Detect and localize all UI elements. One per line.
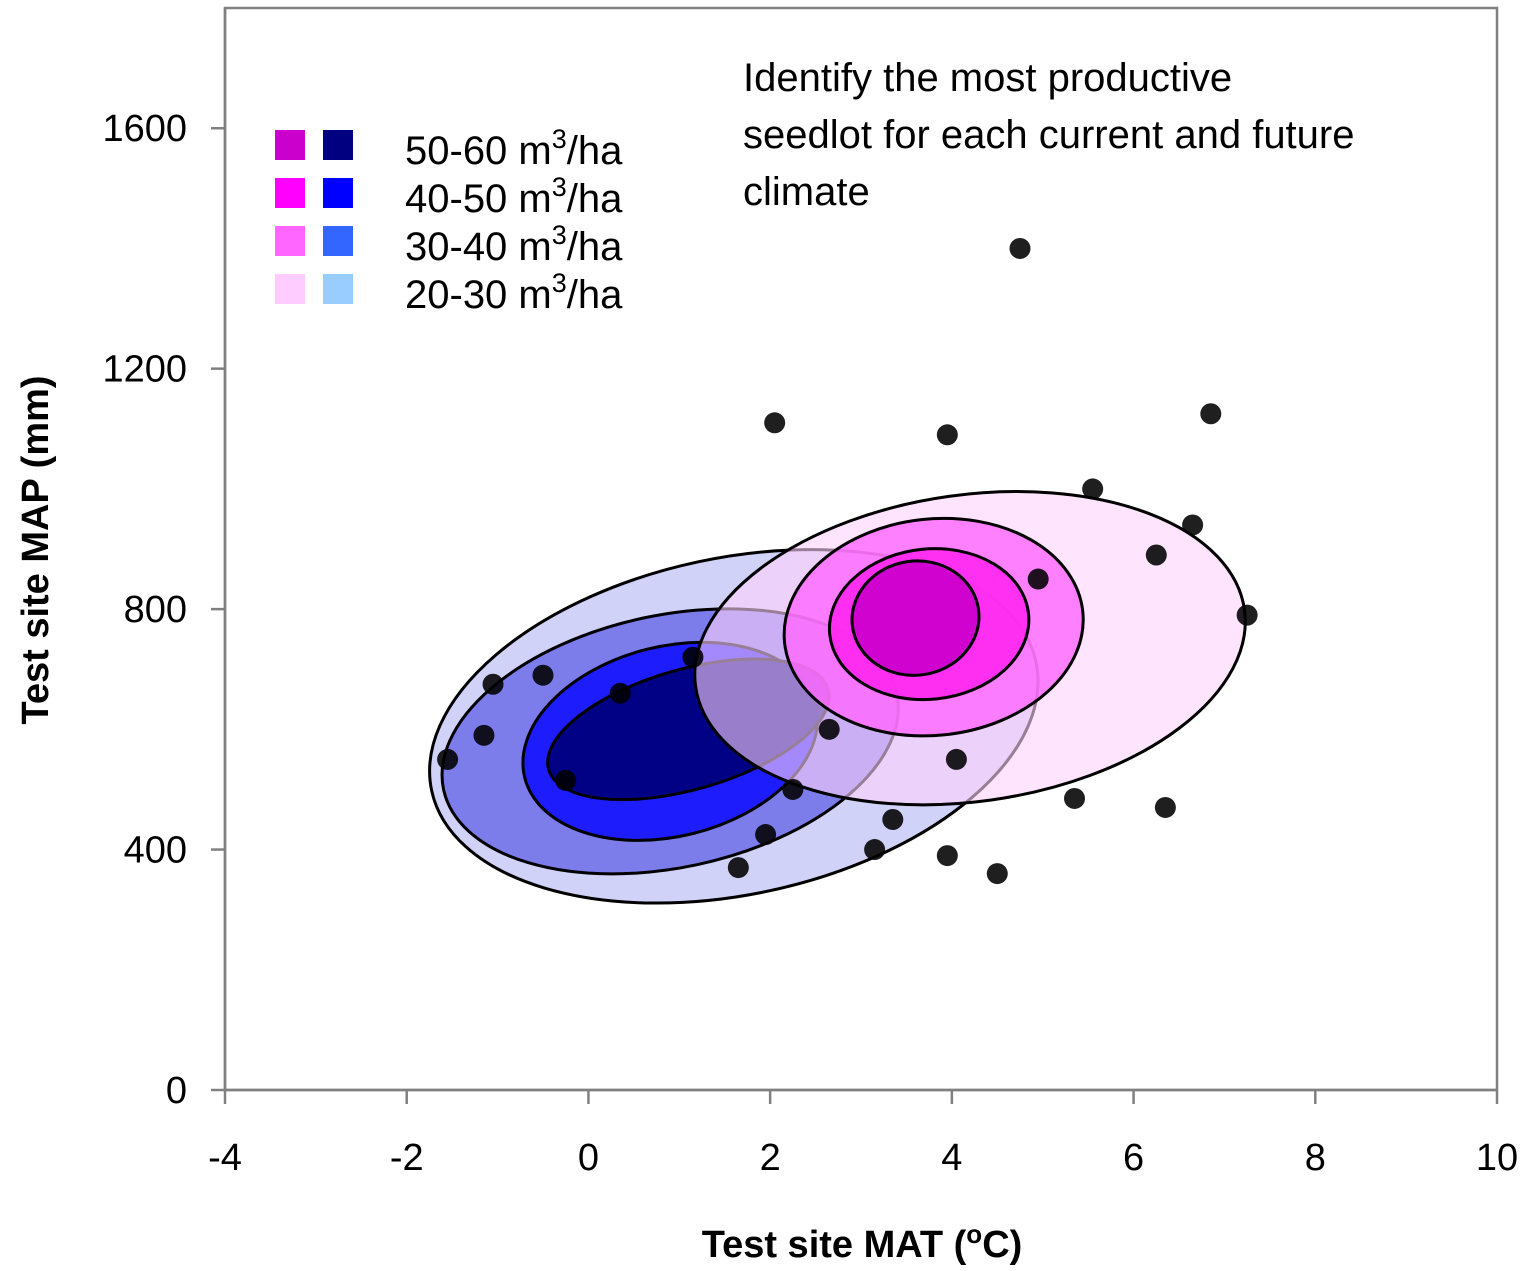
data-point bbox=[1236, 604, 1258, 626]
data-point bbox=[818, 718, 840, 740]
x-tick-label: -4 bbox=[208, 1137, 242, 1179]
axes-layer: -4 -2 0 2 4 6 8 10 0 400 800 1200 1600 bbox=[102, 8, 1518, 1179]
data-point bbox=[555, 769, 577, 791]
points-layer bbox=[437, 237, 1258, 885]
y-tick-label: 800 bbox=[124, 589, 187, 631]
legend-label: 20-30 m3/ha bbox=[405, 268, 623, 317]
legend-swatch-magenta bbox=[275, 130, 305, 160]
data-point bbox=[473, 724, 495, 746]
legend-swatch-magenta bbox=[275, 178, 305, 208]
data-point bbox=[1027, 568, 1049, 590]
x-tick-label: 2 bbox=[760, 1137, 781, 1179]
y-axis-title: Test site MAP (mm) bbox=[15, 375, 57, 724]
legend-swatch-magenta bbox=[275, 274, 305, 304]
data-point bbox=[727, 857, 749, 879]
x-tick-label: 4 bbox=[941, 1137, 962, 1179]
legend-entry: 30-40 m3/ha bbox=[275, 220, 623, 269]
data-point bbox=[1200, 403, 1222, 425]
data-point bbox=[945, 748, 967, 770]
data-point bbox=[1082, 478, 1104, 500]
legend-swatch-blue bbox=[323, 226, 353, 256]
x-tick-label: 6 bbox=[1123, 1137, 1144, 1179]
legend-swatch-blue bbox=[323, 130, 353, 160]
data-point bbox=[1145, 544, 1167, 566]
x-tick-label: -2 bbox=[390, 1137, 424, 1179]
annotation-line-2: seedlot for each current and future bbox=[743, 113, 1354, 157]
data-point bbox=[882, 809, 904, 830]
data-point bbox=[864, 839, 886, 861]
data-point bbox=[437, 748, 459, 770]
data-point bbox=[609, 682, 631, 704]
data-point bbox=[782, 778, 804, 800]
x-tick-label: 8 bbox=[1305, 1137, 1326, 1179]
y-tick-label: 0 bbox=[166, 1070, 187, 1112]
annotation-line-3: climate bbox=[743, 170, 870, 214]
legend-swatch-blue bbox=[323, 274, 353, 304]
y-tick-label: 400 bbox=[124, 830, 187, 872]
data-point bbox=[482, 673, 504, 695]
legend-swatch-magenta bbox=[275, 226, 305, 256]
x-axis-title-text: Test site MAT ( bbox=[702, 1224, 967, 1266]
data-point bbox=[936, 845, 958, 867]
data-point bbox=[1009, 237, 1031, 259]
x-tick-label: 10 bbox=[1476, 1137, 1518, 1179]
data-point bbox=[1064, 787, 1086, 809]
x-axis-title: Test site MAT (oC) bbox=[702, 1219, 1023, 1266]
data-point bbox=[936, 424, 958, 446]
data-point bbox=[764, 412, 786, 434]
y-tick-label: 1200 bbox=[102, 349, 187, 391]
legend-label: 40-50 m3/ha bbox=[405, 172, 623, 221]
annotation-text: Identify the most productive seedlot for… bbox=[743, 56, 1366, 214]
data-point bbox=[755, 824, 777, 846]
legend-label: 30-40 m3/ha bbox=[405, 220, 623, 269]
x-axis-title-end: C) bbox=[982, 1224, 1022, 1266]
legend-entry: 40-50 m3/ha bbox=[275, 172, 623, 221]
data-point bbox=[1154, 796, 1176, 818]
y-tick-label: 1600 bbox=[102, 108, 187, 150]
ellipses-layer bbox=[428, 490, 1247, 905]
data-point bbox=[986, 863, 1008, 885]
x-axis-title-superscript: o bbox=[966, 1219, 982, 1249]
x-tick-label: 0 bbox=[578, 1137, 599, 1179]
legend-entry: 50-60 m3/ha bbox=[275, 124, 623, 173]
data-point bbox=[532, 664, 554, 686]
data-point bbox=[1182, 514, 1204, 536]
data-point bbox=[682, 646, 704, 668]
annotation-line-1: Identify the most productive bbox=[743, 56, 1232, 100]
legend-entry: 20-30 m3/ha bbox=[275, 268, 623, 317]
legend-label: 50-60 m3/ha bbox=[405, 124, 623, 173]
legend-swatch-blue bbox=[323, 178, 353, 208]
ellipse-ring-1-3 bbox=[850, 559, 981, 677]
